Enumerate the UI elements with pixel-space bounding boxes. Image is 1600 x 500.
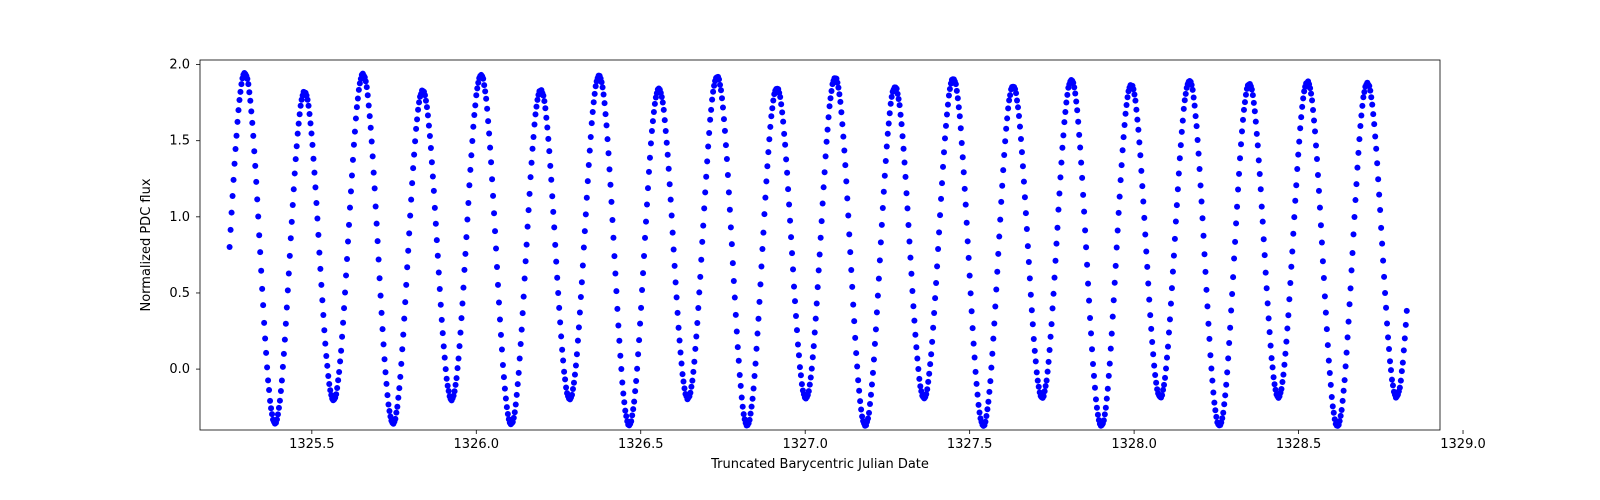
x-tick-label: 1327.0 [782, 437, 828, 452]
chart-svg: 1325.5 1326.0 1326.5 1327.0 1327.5 1328.0 1328… [0, 0, 1600, 500]
x-axis: 1325.5 1326.0 1326.5 1327.0 1327.5 1328.0 1328… [289, 430, 1486, 452]
x-axis-label: Truncated Barycentric Julian Date [710, 457, 929, 472]
lightcurve-chart: 1325.5 1326.0 1326.5 1327.0 1327.5 1328.0 1328… [0, 0, 1600, 500]
y-tick-label: 1.0 [169, 210, 190, 225]
x-tick-label: 1326.5 [618, 437, 664, 452]
y-tick-label: 0.0 [169, 362, 190, 377]
y-axis: 0.0 0.5 1.0 1.5 2.0 [169, 58, 200, 378]
x-tick-label: 1326.0 [454, 437, 500, 452]
scatter-series [227, 70, 1410, 429]
x-tick-label: 1328.0 [1111, 437, 1157, 452]
x-tick-label: 1325.5 [289, 437, 335, 452]
y-tick-label: 0.5 [169, 286, 190, 301]
x-tick-label: 1327.5 [947, 437, 993, 452]
x-tick-label: 1328.5 [1276, 437, 1322, 452]
y-tick-label: 1.5 [169, 134, 190, 149]
y-axis-label: Normalized PDC flux [139, 178, 154, 311]
x-tick-label: 1329.0 [1440, 437, 1486, 452]
y-tick-label: 2.0 [169, 58, 190, 73]
